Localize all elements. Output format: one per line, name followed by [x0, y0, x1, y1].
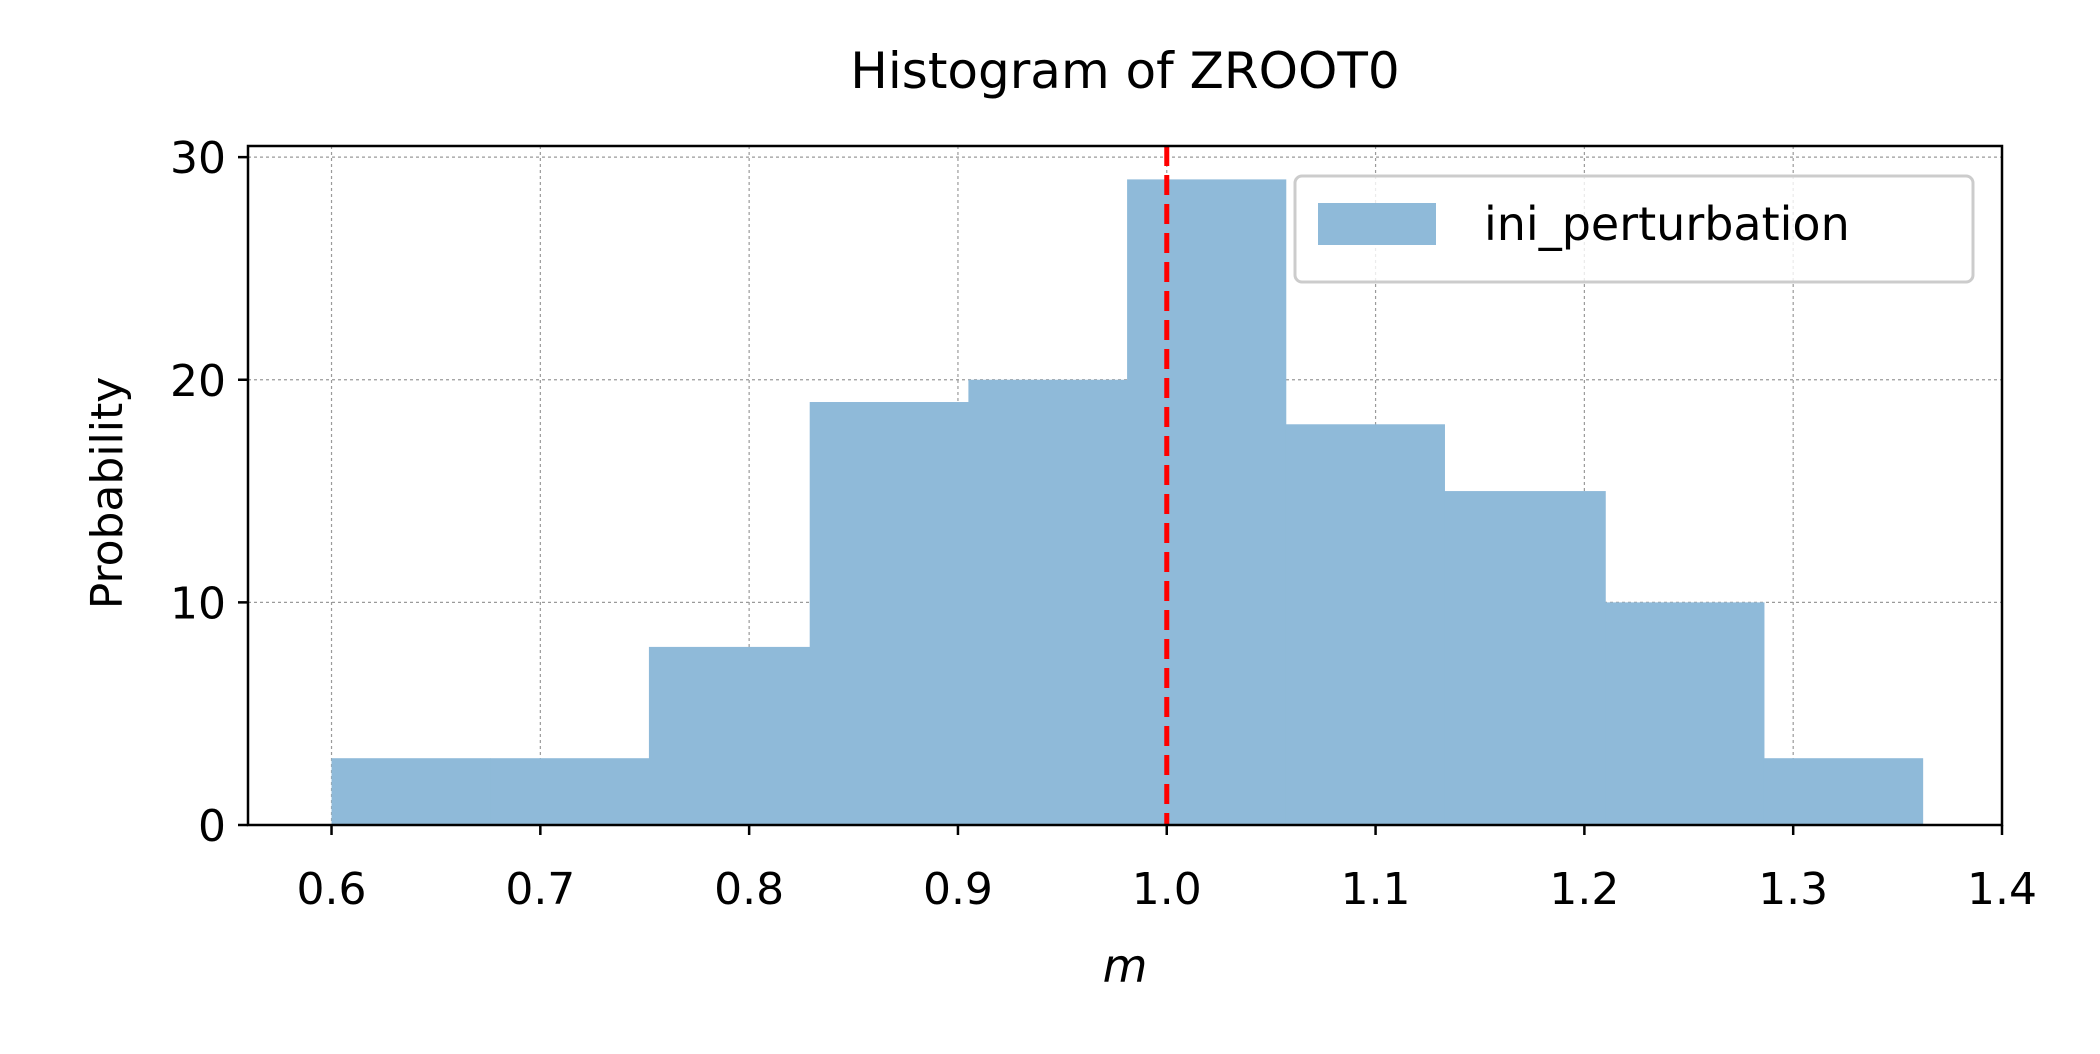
histogram-bar [1444, 491, 1606, 825]
x-tick-label: 1.2 [1549, 864, 1619, 915]
x-tick-label: 1.3 [1758, 864, 1828, 915]
x-tick-label: 1.1 [1341, 864, 1411, 915]
histogram-bar [968, 379, 1128, 825]
x-axis-label: m [1103, 939, 1148, 993]
chart-title: Histogram of ZROOT0 [850, 42, 1399, 100]
legend-label: ini_perturbation [1484, 197, 1850, 251]
x-tick-label: 1.4 [1967, 864, 2037, 915]
legend-swatch [1318, 203, 1436, 245]
y-tick-label: 0 [198, 801, 226, 852]
histogram-bars [331, 179, 1924, 826]
y-axis-ticks: 0 10 20 30 [170, 133, 248, 852]
x-tick-label: 0.7 [505, 864, 575, 915]
legend: ini_perturbation [1293, 174, 1975, 284]
x-tick-label: 0.9 [923, 864, 993, 915]
x-tick-label: 1.0 [1132, 864, 1202, 915]
histogram-bar [1127, 179, 1287, 826]
histogram-bar [1763, 758, 1924, 825]
histogram-bar [331, 758, 491, 825]
axes [246, 144, 2004, 827]
histogram-bar [809, 402, 969, 825]
legend-box [1293, 174, 1975, 284]
histogram-bar [1285, 424, 1445, 825]
y-axis-label: Probability [82, 377, 133, 610]
histogram-bar [648, 646, 811, 825]
x-axis-ticks: 0.6 0.7 0.8 0.9 1.0 1.1 1.2 1.3 1.4 [297, 825, 2037, 915]
y-tick-label: 30 [170, 133, 226, 184]
axes-frame [246, 144, 2004, 827]
y-tick-label: 10 [170, 578, 226, 629]
y-tick-label: 20 [170, 356, 226, 407]
histogram-bar [490, 758, 650, 825]
x-tick-label: 0.6 [297, 864, 367, 915]
x-tick-label: 0.8 [714, 864, 784, 915]
histogram-bar [1605, 602, 1765, 825]
